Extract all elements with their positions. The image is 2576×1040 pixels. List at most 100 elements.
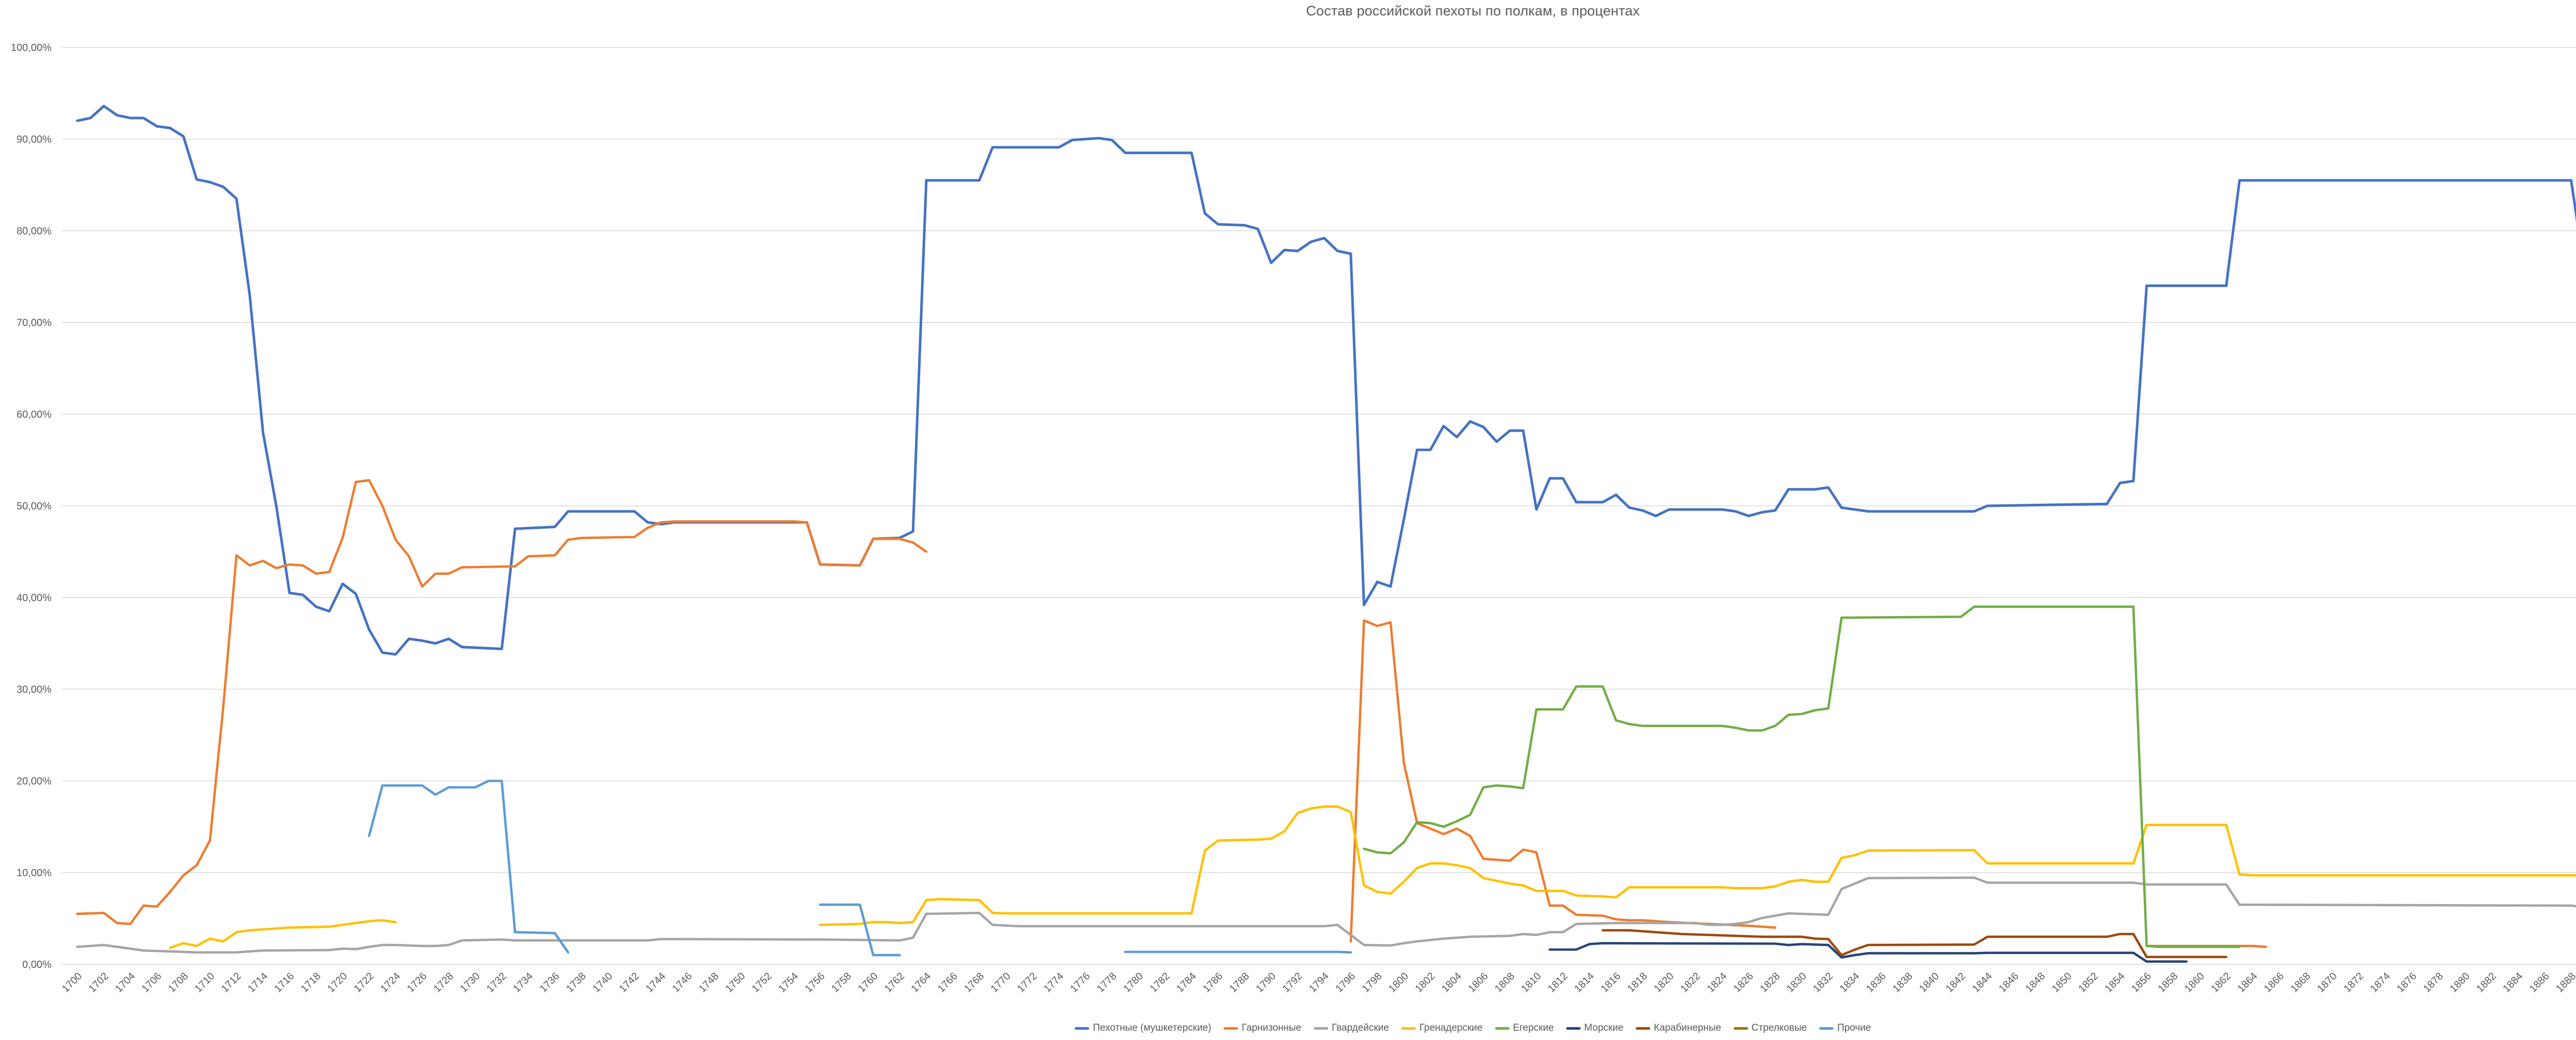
x-tick-1846: 1846: [1997, 970, 2021, 995]
x-tick-1764: 1764: [909, 970, 933, 995]
legend-label-carabinier: Карабинерные: [1654, 1022, 1721, 1033]
x-tick-1800: 1800: [1386, 970, 1411, 995]
x-tick-1756: 1756: [803, 970, 827, 995]
series-line-grenadier-0[interactable]: [168, 919, 397, 949]
x-tick-1804: 1804: [1439, 970, 1464, 995]
series-line-marine[interactable]: [1548, 942, 2188, 963]
x-tick-1744: 1744: [643, 970, 668, 995]
x-tick-1856: 1856: [2129, 970, 2154, 995]
legend-label-jaeger: Егерские: [1513, 1022, 1554, 1033]
series-line-guards[interactable]: [76, 876, 2576, 954]
x-tick-1766: 1766: [936, 970, 960, 995]
x-tick-1828: 1828: [1758, 970, 1782, 995]
x-tick-1862: 1862: [2209, 970, 2233, 995]
x-tick-1888: 1888: [2554, 970, 2576, 995]
legend-marker-infantry: [1075, 1027, 1090, 1030]
y-tick-70: 70,00%: [16, 317, 52, 329]
x-tick-1876: 1876: [2395, 970, 2419, 995]
x-tick-1736: 1736: [537, 970, 562, 995]
x-tick-1788: 1788: [1227, 970, 1251, 995]
legend-item-marine[interactable]: Морские: [1566, 1022, 1623, 1034]
series-line-garrison-0[interactable]: [76, 479, 928, 925]
legend-label-garrison: Гарнизонные: [1242, 1022, 1301, 1033]
x-tick-1840: 1840: [1917, 970, 1941, 995]
x-tick-1814: 1814: [1572, 970, 1597, 995]
x-tick-1750: 1750: [723, 970, 748, 995]
x-tick-1770: 1770: [989, 970, 1013, 995]
x-tick-1722: 1722: [352, 970, 376, 995]
x-tick-1848: 1848: [2023, 970, 2047, 995]
y-tick-0: 0,00%: [22, 959, 52, 970]
legend-item-rifle[interactable]: Стрелковые: [1733, 1022, 1807, 1034]
x-tick-1758: 1758: [829, 970, 854, 995]
series-line-carabinier[interactable]: [1601, 929, 2228, 959]
legend-label-guards: Гвардейские: [1331, 1022, 1389, 1033]
x-tick-1718: 1718: [299, 970, 323, 995]
legend-item-jaeger[interactable]: Егерские: [1495, 1022, 1554, 1034]
legend-item-guards[interactable]: Гвардейские: [1313, 1022, 1389, 1034]
x-tick-1820: 1820: [1652, 970, 1676, 995]
x-tick-1822: 1822: [1679, 970, 1703, 995]
x-tick-1852: 1852: [2076, 970, 2100, 995]
series-line-jaeger[interactable]: [1363, 605, 2241, 948]
legend-item-carabinier[interactable]: Карабинерные: [1636, 1022, 1721, 1034]
series-line-infantry[interactable]: [76, 105, 2576, 656]
series-line-garrison-1[interactable]: [1349, 619, 1776, 943]
x-tick-1774: 1774: [1042, 970, 1066, 995]
x-tick-1808: 1808: [1493, 970, 1517, 995]
x-tick-1728: 1728: [431, 970, 455, 995]
y-tick-80: 80,00%: [16, 226, 52, 237]
x-tick-1700: 1700: [60, 970, 84, 995]
x-tick-1796: 1796: [1333, 970, 1358, 995]
x-tick-1702: 1702: [87, 970, 111, 995]
y-tick-20: 20,00%: [16, 776, 52, 787]
x-tick-1782: 1782: [1148, 970, 1172, 995]
y-tick-10: 10,00%: [16, 867, 52, 879]
x-tick-1878: 1878: [2421, 970, 2446, 995]
x-tick-1866: 1866: [2262, 970, 2286, 995]
legend-item-other[interactable]: Прочие: [1819, 1022, 1871, 1034]
x-tick-1838: 1838: [1891, 970, 1915, 995]
legend-item-grenadier[interactable]: Гренадерские: [1401, 1022, 1483, 1034]
x-tick-1724: 1724: [378, 970, 402, 995]
x-tick-1824: 1824: [1705, 970, 1729, 995]
x-tick-1816: 1816: [1599, 970, 1623, 995]
legend-marker-carabinier: [1636, 1027, 1651, 1030]
x-tick-1720: 1720: [325, 970, 349, 995]
x-tick-1776: 1776: [1068, 970, 1092, 995]
x-tick-1830: 1830: [1785, 970, 1809, 995]
x-tick-1784: 1784: [1174, 970, 1198, 995]
y-tick-100: 100,00%: [11, 42, 52, 54]
x-tick-1778: 1778: [1095, 970, 1119, 995]
x-tick-1768: 1768: [962, 970, 986, 995]
x-tick-1714: 1714: [246, 970, 270, 995]
x-tick-1786: 1786: [1201, 970, 1225, 995]
chart-title: Состав российской пехоты по полкам, в пр…: [1306, 3, 1640, 19]
legend-label-grenadier: Гренадерские: [1419, 1022, 1483, 1033]
x-tick-1780: 1780: [1121, 970, 1145, 995]
y-tick-30: 30,00%: [16, 684, 52, 695]
x-tick-1798: 1798: [1360, 970, 1384, 995]
legend-marker-guards: [1313, 1027, 1328, 1030]
legend-marker-other: [1819, 1027, 1834, 1030]
series-line-other-0[interactable]: [368, 779, 569, 954]
legend-label-marine: Морские: [1584, 1022, 1624, 1033]
series-line-grenadier-1[interactable]: [819, 805, 2576, 926]
legend-item-infantry[interactable]: Пехотные (мушкетерские): [1075, 1022, 1211, 1034]
x-tick-1794: 1794: [1307, 970, 1331, 995]
x-tick-1864: 1864: [2235, 970, 2260, 995]
x-tick-1716: 1716: [272, 970, 296, 995]
x-tick-1850: 1850: [2050, 970, 2074, 995]
x-tick-1874: 1874: [2368, 970, 2393, 995]
legend-item-garrison[interactable]: Гарнизонные: [1224, 1022, 1301, 1034]
x-tick-1880: 1880: [2448, 970, 2472, 995]
x-tick-1708: 1708: [166, 970, 190, 995]
x-tick-1884: 1884: [2501, 970, 2525, 995]
x-tick-1810: 1810: [1519, 970, 1544, 995]
y-tick-90: 90,00%: [16, 134, 52, 145]
series-line-other-1[interactable]: [819, 903, 901, 957]
x-tick-1748: 1748: [697, 970, 721, 995]
x-tick-1730: 1730: [458, 970, 482, 995]
